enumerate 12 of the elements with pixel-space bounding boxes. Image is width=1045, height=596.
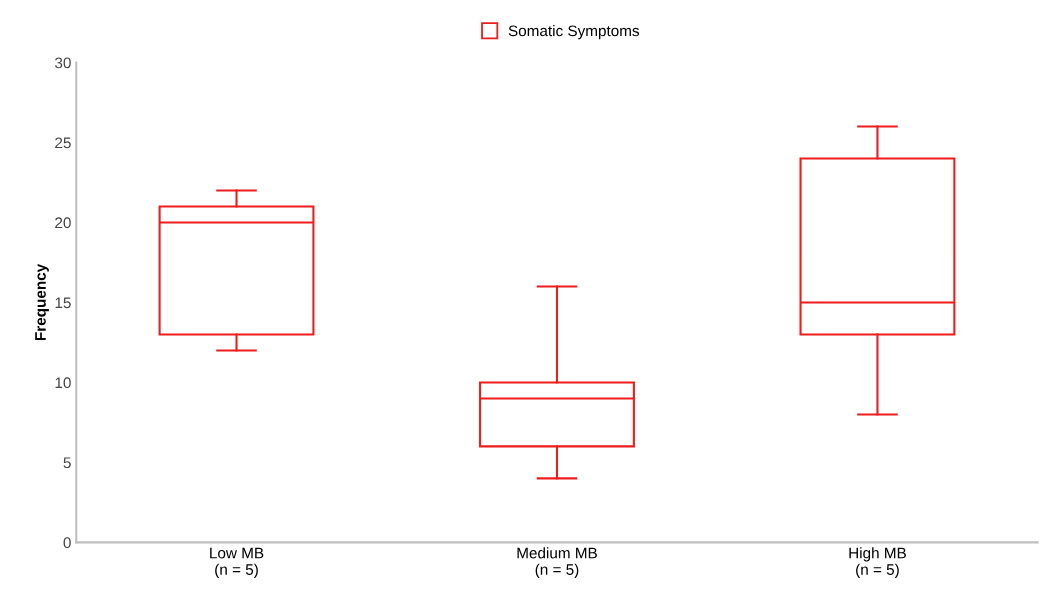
x-tick-label: Medium MB (n = 5) (517, 547, 597, 578)
y-tick-label: 5 (63, 457, 71, 469)
y-tick-label: 25 (55, 137, 71, 149)
y-tick-label: 10 (55, 377, 71, 389)
y-tick-label: 20 (55, 217, 71, 229)
y-tick-label: 15 (55, 297, 71, 309)
x-tick-label: High MB (n = 5) (849, 547, 906, 578)
y-tick-label: 0 (63, 537, 71, 549)
y-axis-title: Frequency (35, 263, 49, 341)
x-tick-label: Low MB (n = 5) (210, 547, 264, 578)
y-tick-label: 30 (55, 57, 71, 69)
legend-label: Somatic Symptoms (508, 24, 640, 40)
